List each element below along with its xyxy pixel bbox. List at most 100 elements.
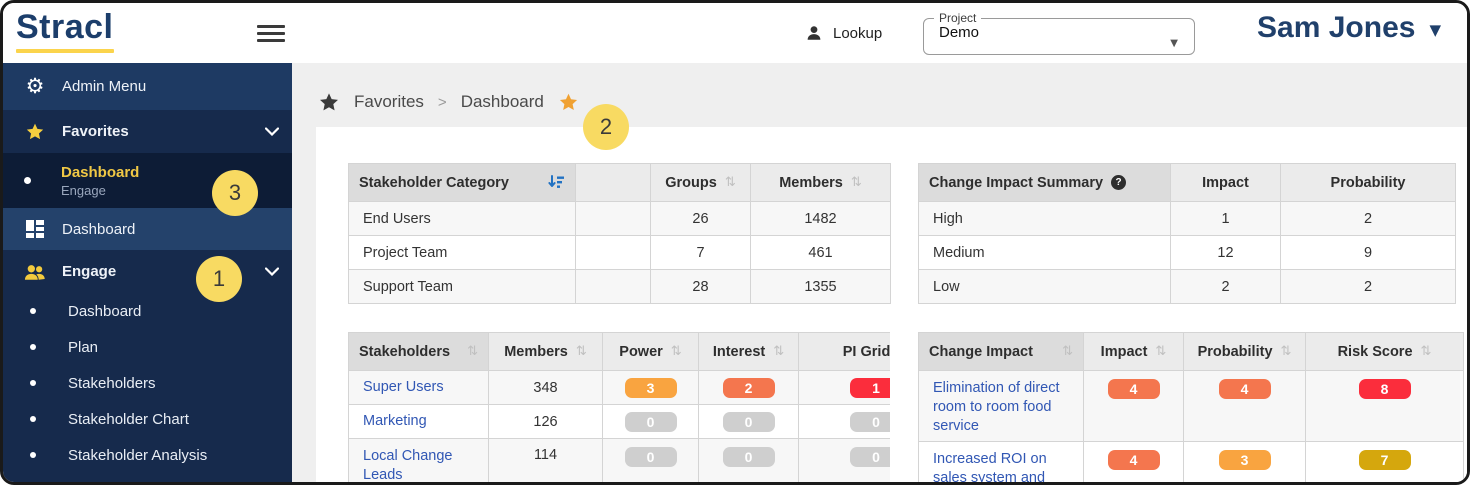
project-select-label: Project — [939, 11, 977, 25]
bullet-icon — [30, 380, 36, 386]
bullet-icon — [30, 416, 36, 422]
dashboard-grid-icon — [24, 218, 46, 240]
stakeholder-link[interactable]: Marketing — [363, 413, 427, 429]
column-header-empty — [575, 163, 651, 202]
callout-3: 3 — [212, 170, 258, 216]
change-impact-link[interactable]: Increased ROI on sales system and — [933, 451, 1047, 482]
sidebar-item-label: Engage — [62, 263, 117, 280]
project-select[interactable]: Project Demo ▼ — [923, 11, 1195, 55]
user-name: Sam Jones — [1257, 11, 1416, 44]
pi-grid-badge: 1 — [850, 377, 890, 398]
column-header-impact[interactable]: Impact ⇅ — [1083, 332, 1184, 371]
chevron-down-icon — [264, 123, 280, 141]
column-header-probability[interactable]: Probability ⇅ — [1183, 332, 1306, 371]
sort-icon: ⇅ — [467, 344, 478, 359]
people-icon — [24, 261, 46, 283]
stakeholder-link[interactable]: Local Change Leads — [363, 448, 453, 482]
sidebar-item-dashboard[interactable]: Dashboard — [3, 208, 292, 250]
sidebar-item-plan[interactable]: Plan — [3, 329, 292, 365]
hamburger-menu-icon[interactable] — [257, 25, 285, 42]
engage-submenu: Dashboard Plan Stakeholders Stakeholder … — [3, 293, 292, 473]
breadcrumb: Favorites > Dashboard — [318, 91, 580, 113]
logo-underline — [16, 49, 114, 53]
chevron-down-icon — [264, 263, 280, 281]
breadcrumb-separator: > — [437, 93, 447, 111]
sidebar-item-label: Admin Menu — [62, 78, 147, 95]
column-header-risk-score[interactable]: Risk Score ⇅ — [1305, 332, 1464, 371]
dashboard-panel: Stakeholder Category Groups ⇅ Members ⇅ — [316, 127, 1467, 482]
star-icon — [24, 121, 46, 143]
breadcrumb-current: Dashboard — [460, 92, 544, 111]
help-icon[interactable]: ? — [1111, 175, 1127, 190]
sort-icon: ⇅ — [773, 344, 785, 359]
sidebar-item-label: Stakeholders — [68, 374, 156, 392]
interest-badge: 0 — [722, 447, 775, 467]
interest-badge: 0 — [722, 411, 775, 432]
callout-2: 2 — [583, 104, 629, 150]
sidebar-item-label: Dashboard — [62, 220, 136, 238]
sidebar-item-sublabel: Engage — [61, 182, 106, 198]
callout-1: 1 — [196, 256, 242, 302]
person-icon — [803, 22, 825, 44]
probability-badge: 3 — [1218, 450, 1271, 470]
sidebar-item-engage-dashboard[interactable]: Dashboard — [3, 293, 292, 329]
sort-icon: ⇅ — [1420, 344, 1432, 359]
main-content: Favorites > Dashboard Stakeholder Catego… — [292, 63, 1467, 482]
breadcrumb-favorites[interactable]: Favorites — [354, 92, 424, 111]
power-badge: 0 — [624, 447, 677, 467]
change-impact-link[interactable]: Elimination of direct room to room food … — [933, 380, 1060, 434]
sidebar-item-favorites[interactable]: Favorites — [3, 110, 292, 153]
sort-icon: ⇅ — [670, 344, 682, 359]
sidebar-item-stakeholder-analysis[interactable]: Stakeholder Analysis — [3, 437, 292, 473]
sidebar-item-stakeholders[interactable]: Stakeholders — [3, 365, 292, 401]
table-row: Support Team 28 1355 — [348, 269, 891, 304]
table-row: Low 2 2 — [918, 269, 1456, 304]
table-row: Local Change Leads 114 0 0 0 — [348, 438, 890, 482]
table-row: High 1 2 — [918, 201, 1456, 236]
sidebar-item-label: Stakeholder Chart — [68, 410, 189, 428]
column-header-pi-grid[interactable]: PI Grid⇅ — [798, 332, 890, 371]
table-row: Medium 12 9 — [918, 235, 1456, 270]
lookup-button[interactable]: Lookup — [803, 3, 882, 63]
table-row: Marketing 126 0 0 0 — [348, 404, 890, 439]
sidebar-item-stakeholder-chart[interactable]: Stakeholder Chart — [3, 401, 292, 437]
stakeholder-category-table: Stakeholder Category Groups ⇅ Members ⇅ — [348, 163, 891, 304]
sort-active-icon — [548, 175, 564, 188]
column-header-members[interactable]: Members ⇅ — [750, 163, 891, 202]
table-row: Increased ROI on sales system and 4 3 7 — [918, 441, 1464, 482]
column-header-change-impact[interactable]: Change Impact ⇅ — [918, 332, 1084, 371]
column-header-stakeholder-category[interactable]: Stakeholder Category — [348, 163, 576, 202]
sort-icon: ⇅ — [850, 175, 862, 190]
column-header-members[interactable]: Members ⇅ — [488, 332, 603, 371]
lookup-label: Lookup — [833, 24, 883, 42]
power-badge: 3 — [624, 377, 677, 398]
bullet-icon — [30, 452, 36, 458]
pi-grid-badge: 0 — [850, 411, 890, 432]
bullet-icon — [30, 344, 36, 350]
bullet-icon — [30, 308, 36, 314]
sort-icon: ⇅ — [1062, 344, 1073, 359]
sidebar: ⚙ Admin Menu Favorites Dashboard Engage … — [3, 63, 292, 482]
table-row: Super Users 348 3 2 1 — [348, 370, 890, 405]
sidebar-item-label: Dashboard — [68, 302, 142, 320]
column-header-power[interactable]: Power ⇅ — [602, 332, 699, 371]
top-bar: Stracl Lookup Project Demo ▼ Sam Jones ▼ — [3, 3, 1467, 63]
project-select-value: Demo — [939, 24, 980, 41]
stakeholder-link[interactable]: Super Users — [363, 379, 444, 395]
sidebar-item-label: Dashboard — [61, 163, 140, 181]
favorited-star-icon[interactable] — [558, 91, 580, 113]
sidebar-item-label: Plan — [68, 338, 99, 356]
sidebar-item-engage[interactable]: Engage — [3, 250, 292, 293]
column-header-stakeholders[interactable]: Stakeholders ⇅ — [348, 332, 489, 371]
column-header-groups[interactable]: Groups ⇅ — [650, 163, 751, 202]
column-header-interest[interactable]: Interest ⇅ — [698, 332, 799, 371]
app-logo: Stracl — [16, 8, 114, 53]
favorites-star-icon[interactable] — [318, 91, 340, 113]
risk-score-badge: 8 — [1358, 379, 1411, 399]
column-header-change-impact-summary: Change Impact Summary ? — [918, 163, 1171, 202]
table-row: End Users 26 1482 — [348, 201, 891, 236]
caret-down-icon: ▼ — [1429, 21, 1441, 39]
user-menu[interactable]: Sam Jones ▼ — [1257, 11, 1441, 45]
sidebar-item-admin-menu[interactable]: ⚙ Admin Menu — [3, 63, 292, 110]
